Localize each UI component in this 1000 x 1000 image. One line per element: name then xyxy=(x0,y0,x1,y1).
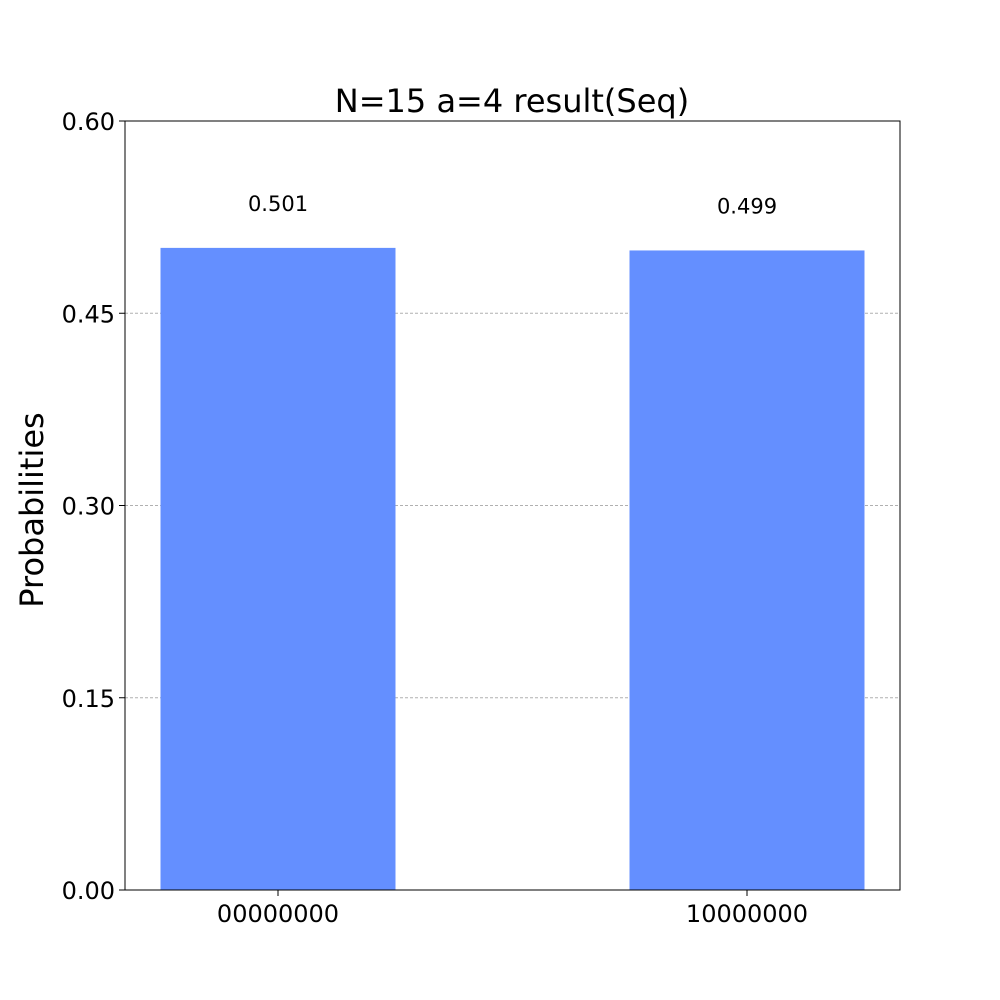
y-tick-label: 0.30 xyxy=(62,493,115,521)
bar-00000000 xyxy=(160,247,396,890)
y-tick-label: 0.00 xyxy=(62,877,115,905)
data-labels: 0.501 0.499 xyxy=(248,192,777,219)
x-axis: 00000000 10000000 xyxy=(217,890,808,928)
y-tick-label: 0.45 xyxy=(62,300,115,328)
y-tick-label: 0.15 xyxy=(62,685,115,713)
chart-title: N=15 a=4 result(Seq) xyxy=(335,82,689,120)
data-label: 0.499 xyxy=(717,194,777,218)
bar-10000000 xyxy=(629,250,865,890)
y-tick-label: 0.60 xyxy=(62,108,115,136)
data-label: 0.501 xyxy=(248,192,308,216)
x-tick-label: 10000000 xyxy=(686,900,808,928)
x-tick-label: 00000000 xyxy=(217,900,339,928)
bars xyxy=(160,247,865,890)
y-axis-label: Probabilities xyxy=(13,412,51,607)
y-axis: 0.00 0.15 0.30 0.45 0.60 xyxy=(62,108,125,905)
